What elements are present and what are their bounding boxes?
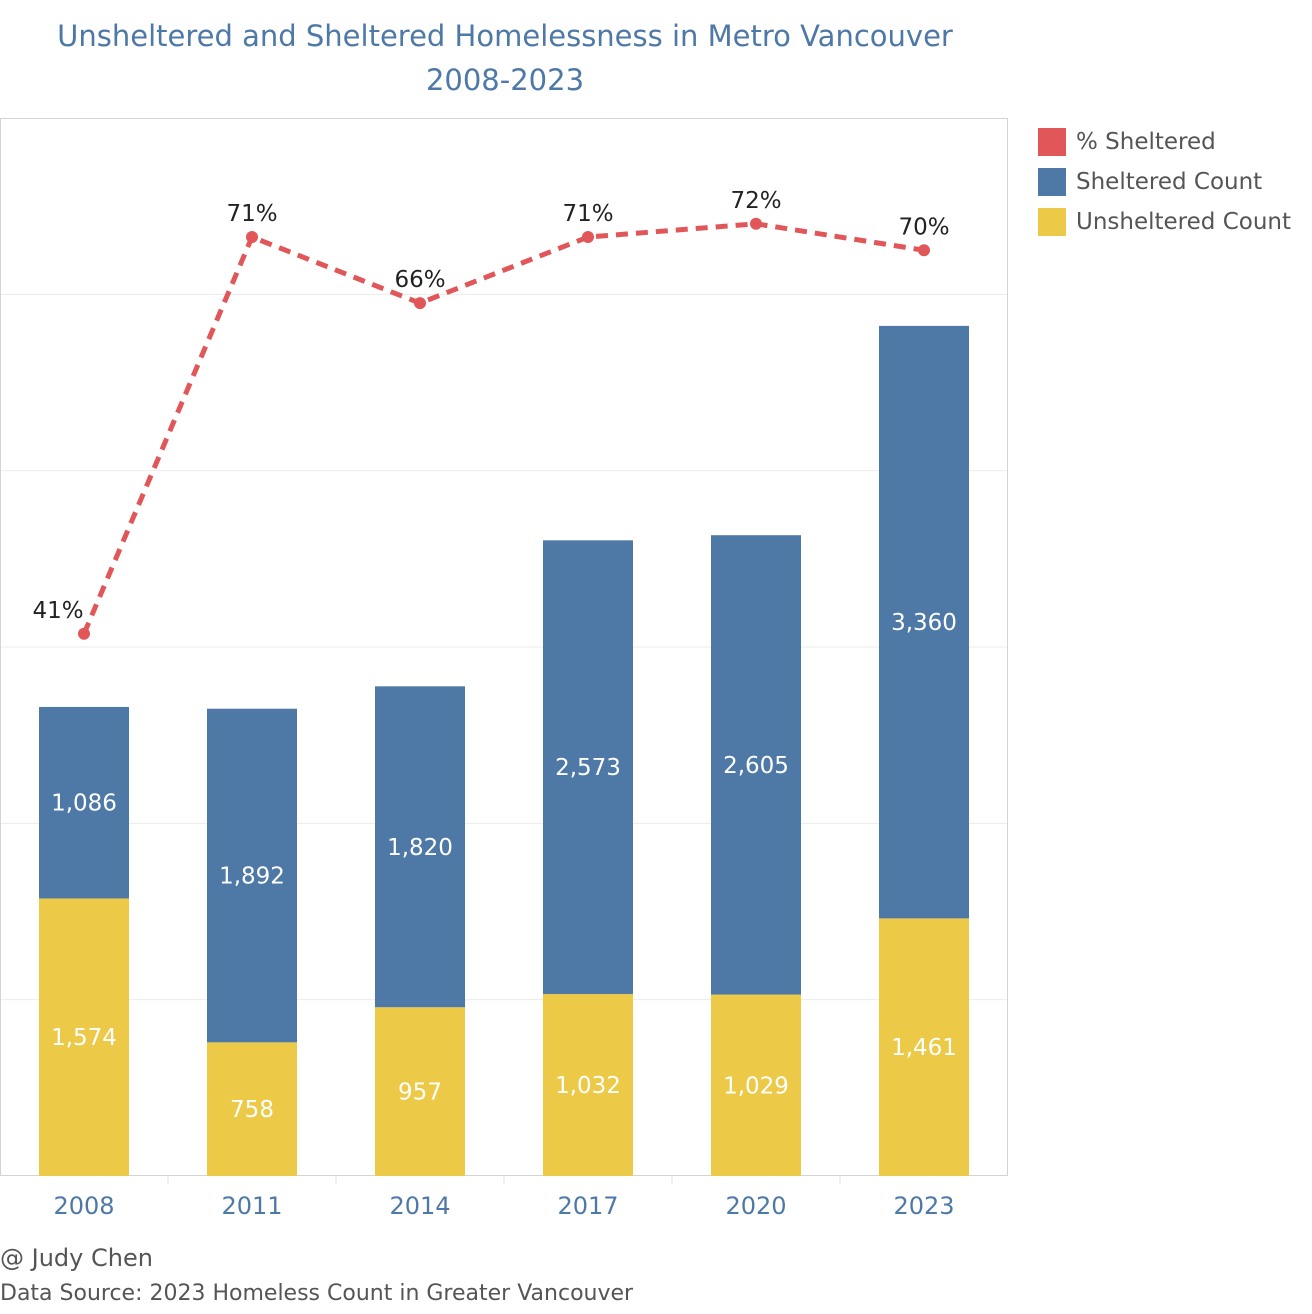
legend-label-pct-sheltered: % Sheltered: [1076, 129, 1216, 155]
bar-sheltered-2008: [39, 706, 129, 899]
legend-item-pct-sheltered[interactable]: % Sheltered: [1038, 122, 1291, 162]
chart-title-line2: 2008-2023: [425, 63, 585, 97]
legend-item-sheltered-count[interactable]: Sheltered Count: [1038, 162, 1291, 202]
label-pct-sheltered-2020: 72%: [730, 188, 781, 214]
label-unsheltered-2011: 758: [230, 1097, 274, 1123]
label-sheltered-2023: 3,360: [891, 610, 957, 636]
label-sheltered-2017: 2,573: [555, 755, 621, 781]
x-tick-label-2011: 2011: [221, 1192, 282, 1220]
label-sheltered-2020: 2,605: [723, 753, 789, 779]
x-tick-label-2014: 2014: [389, 1192, 450, 1220]
legend-label-unsheltered-count: Unsheltered Count: [1076, 209, 1291, 235]
chart-title: Unsheltered and Sheltered Homelessness i…: [0, 14, 1010, 102]
chart-title-line1: Unsheltered and Sheltered Homelessness i…: [57, 19, 953, 53]
x-tick-label-2008: 2008: [53, 1192, 114, 1220]
label-pct-sheltered-2011: 71%: [226, 201, 277, 227]
bar-sheltered-2023: [879, 325, 969, 919]
point-pct-sheltered-2023: [918, 244, 930, 257]
bar-unsheltered-2011: [207, 1042, 297, 1176]
point-pct-sheltered-2020: [750, 217, 762, 230]
label-unsheltered-2014: 957: [398, 1080, 442, 1106]
bar-unsheltered-2020: [711, 994, 801, 1176]
author-credit: @ Judy Chen: [0, 1244, 153, 1272]
label-unsheltered-2017: 1,032: [555, 1073, 621, 1099]
point-pct-sheltered-2014: [414, 297, 426, 310]
point-pct-sheltered-2017: [582, 231, 594, 244]
bar-sheltered-2017: [543, 540, 633, 995]
point-pct-sheltered-2008: [78, 627, 90, 640]
label-sheltered-2014: 1,820: [387, 835, 453, 861]
legend-swatch-pct-sheltered: [1038, 128, 1066, 156]
label-unsheltered-2008: 1,574: [51, 1025, 117, 1051]
x-tick-label-2023: 2023: [893, 1192, 954, 1220]
bar-sheltered-2014: [375, 686, 465, 1008]
label-sheltered-2011: 1,892: [219, 864, 285, 890]
bar-unsheltered-2017: [543, 994, 633, 1176]
data-source: Data Source: 2023 Homeless Count in Grea…: [0, 1281, 634, 1306]
x-tick-label-2017: 2017: [557, 1192, 618, 1220]
label-unsheltered-2020: 1,029: [723, 1073, 789, 1099]
stacked-bar-chart: 1,574 1,086 2008 758 1,892 2011 957 1,820 2014 1,…: [0, 118, 1008, 1220]
line-pct-sheltered: [81, 221, 925, 635]
bar-sheltered-2011: [207, 708, 297, 1043]
label-pct-sheltered-2008: 41%: [32, 598, 83, 624]
plot-frame: [0, 118, 1008, 1176]
label-unsheltered-2023: 1,461: [891, 1035, 957, 1061]
x-tick-label-2020: 2020: [725, 1192, 786, 1220]
label-sheltered-2008: 1,086: [51, 791, 117, 817]
bar-sheltered-2020: [711, 535, 801, 995]
legend-swatch-unsheltered-count: [1038, 208, 1066, 236]
legend: % Sheltered Sheltered Count Unsheltered …: [1038, 122, 1291, 242]
legend-swatch-sheltered-count: [1038, 168, 1066, 196]
label-pct-sheltered-2023: 70%: [898, 214, 949, 240]
legend-label-sheltered-count: Sheltered Count: [1076, 169, 1263, 195]
bar-unsheltered-2014: [375, 1007, 465, 1176]
legend-item-unsheltered-count[interactable]: Unsheltered Count: [1038, 202, 1291, 242]
label-pct-sheltered-2017: 71%: [562, 201, 613, 227]
point-pct-sheltered-2011: [246, 231, 258, 244]
bar-unsheltered-2008: [39, 898, 129, 1176]
bar-unsheltered-2023: [879, 918, 969, 1176]
label-pct-sheltered-2014: 66%: [394, 267, 445, 293]
